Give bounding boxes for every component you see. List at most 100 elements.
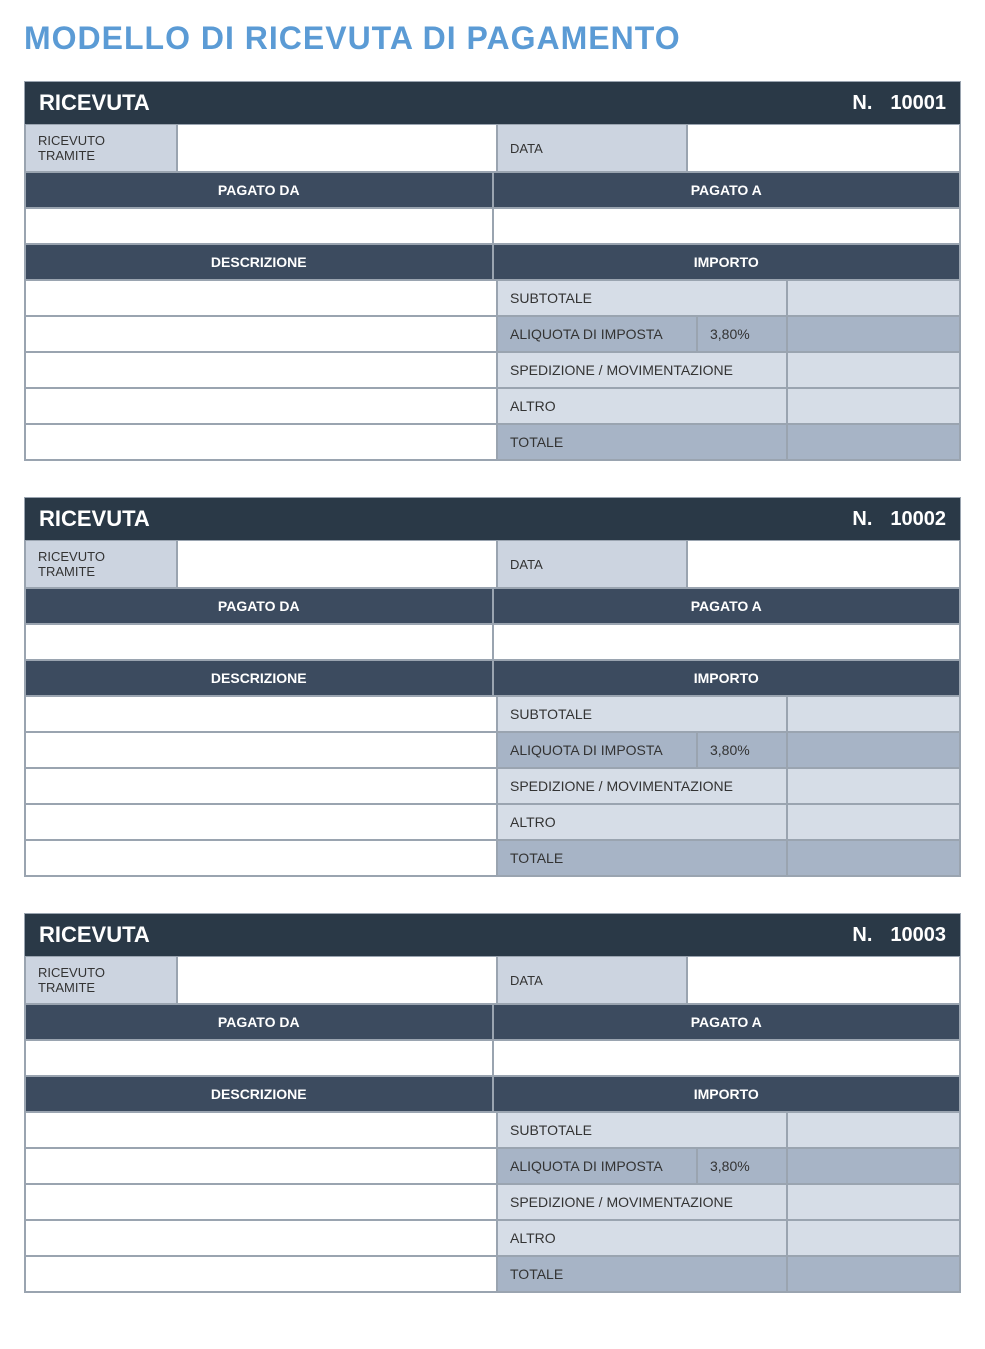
- shipping-label: SPEDIZIONE / MOVIMENTAZIONE: [497, 768, 787, 804]
- paid-by-header: PAGATO DA: [25, 588, 493, 624]
- total-label: TOTALE: [497, 840, 787, 876]
- receipt-number-prefix: N.: [852, 508, 872, 531]
- tax-amount-value[interactable]: [787, 316, 960, 352]
- row-received-date: RICEVUTO TRAMITE DATA: [25, 124, 960, 172]
- date-value[interactable]: [687, 124, 960, 172]
- subtotal-value[interactable]: [787, 1112, 960, 1148]
- description-cell-3[interactable]: [25, 768, 497, 804]
- received-via-label: RICEVUTO TRAMITE: [25, 124, 177, 172]
- received-via-label: RICEVUTO TRAMITE: [25, 540, 177, 588]
- row-other: ALTRO: [25, 1220, 960, 1256]
- description-cell-4[interactable]: [25, 388, 497, 424]
- tax-amount-value[interactable]: [787, 1148, 960, 1184]
- row-paid-headers: PAGATO DA PAGATO A: [25, 588, 960, 624]
- tax-amount-value[interactable]: [787, 732, 960, 768]
- date-value[interactable]: [687, 956, 960, 1004]
- subtotal-value[interactable]: [787, 280, 960, 316]
- receipt-number-value: 10001: [890, 92, 946, 115]
- other-value[interactable]: [787, 1220, 960, 1256]
- shipping-value[interactable]: [787, 768, 960, 804]
- description-cell-5[interactable]: [25, 1256, 497, 1292]
- shipping-value[interactable]: [787, 352, 960, 388]
- row-tax: ALIQUOTA DI IMPOSTA 3,80%: [25, 732, 960, 768]
- description-cell-2[interactable]: [25, 316, 497, 352]
- shipping-label: SPEDIZIONE / MOVIMENTAZIONE: [497, 352, 787, 388]
- paid-by-value[interactable]: [25, 208, 493, 244]
- paid-by-value[interactable]: [25, 1040, 493, 1076]
- amount-header: IMPORTO: [493, 660, 961, 696]
- description-cell-5[interactable]: [25, 424, 497, 460]
- paid-to-header: PAGATO A: [493, 172, 961, 208]
- description-cell-3[interactable]: [25, 352, 497, 388]
- date-label: DATA: [497, 124, 687, 172]
- row-shipping: SPEDIZIONE / MOVIMENTAZIONE: [25, 1184, 960, 1220]
- total-label: TOTALE: [497, 1256, 787, 1292]
- receipt-number-prefix: N.: [852, 924, 872, 947]
- description-header: DESCRIZIONE: [25, 660, 493, 696]
- row-subtotal: SUBTOTALE: [25, 696, 960, 732]
- description-cell-2[interactable]: [25, 1148, 497, 1184]
- row-total: TOTALE: [25, 424, 960, 460]
- received-via-label: RICEVUTO TRAMITE: [25, 956, 177, 1004]
- received-via-value[interactable]: [177, 540, 497, 588]
- tax-rate-label: ALIQUOTA DI IMPOSTA: [497, 732, 697, 768]
- receipt-block: RICEVUTA N. 10003 RICEVUTO TRAMITE DATA …: [24, 913, 961, 1293]
- row-paid-headers: PAGATO DA PAGATO A: [25, 1004, 960, 1040]
- subtotal-value[interactable]: [787, 696, 960, 732]
- description-cell-4[interactable]: [25, 804, 497, 840]
- row-paid-values: [25, 624, 960, 660]
- row-subtotal: SUBTOTALE: [25, 1112, 960, 1148]
- other-value[interactable]: [787, 388, 960, 424]
- other-label: ALTRO: [497, 1220, 787, 1256]
- tax-rate-label: ALIQUOTA DI IMPOSTA: [497, 1148, 697, 1184]
- other-label: ALTRO: [497, 804, 787, 840]
- tax-rate-label: ALIQUOTA DI IMPOSTA: [497, 316, 697, 352]
- paid-to-value[interactable]: [493, 624, 961, 660]
- paid-to-value[interactable]: [493, 1040, 961, 1076]
- tax-rate-value[interactable]: 3,80%: [697, 1148, 787, 1184]
- paid-to-header: PAGATO A: [493, 588, 961, 624]
- received-via-value[interactable]: [177, 124, 497, 172]
- receipt-header-label: RICEVUTA: [25, 498, 838, 540]
- description-cell-3[interactable]: [25, 1184, 497, 1220]
- receipts-container: RICEVUTA N. 10001 RICEVUTO TRAMITE DATA …: [24, 81, 961, 1293]
- other-label: ALTRO: [497, 388, 787, 424]
- shipping-label: SPEDIZIONE / MOVIMENTAZIONE: [497, 1184, 787, 1220]
- date-value[interactable]: [687, 540, 960, 588]
- shipping-value[interactable]: [787, 1184, 960, 1220]
- description-header: DESCRIZIONE: [25, 1076, 493, 1112]
- row-total: TOTALE: [25, 840, 960, 876]
- other-value[interactable]: [787, 804, 960, 840]
- description-cell-1[interactable]: [25, 1112, 497, 1148]
- paid-by-header: PAGATO DA: [25, 172, 493, 208]
- description-cell-5[interactable]: [25, 840, 497, 876]
- paid-to-value[interactable]: [493, 208, 961, 244]
- date-label: DATA: [497, 540, 687, 588]
- description-cell-1[interactable]: [25, 696, 497, 732]
- row-desc-headers: DESCRIZIONE IMPORTO: [25, 660, 960, 696]
- subtotal-label: SUBTOTALE: [497, 696, 787, 732]
- amount-header: IMPORTO: [493, 244, 961, 280]
- paid-by-value[interactable]: [25, 624, 493, 660]
- description-header: DESCRIZIONE: [25, 244, 493, 280]
- receipt-number-prefix: N.: [852, 92, 872, 115]
- total-value[interactable]: [787, 424, 960, 460]
- receipt-header: RICEVUTA N. 10002: [25, 498, 960, 540]
- row-other: ALTRO: [25, 804, 960, 840]
- receipt-header-label: RICEVUTA: [25, 914, 838, 956]
- receipt-block: RICEVUTA N. 10001 RICEVUTO TRAMITE DATA …: [24, 81, 961, 461]
- subtotal-label: SUBTOTALE: [497, 280, 787, 316]
- page-title: MODELLO DI RICEVUTA DI PAGAMENTO: [24, 20, 961, 57]
- total-value[interactable]: [787, 840, 960, 876]
- received-via-value[interactable]: [177, 956, 497, 1004]
- total-label: TOTALE: [497, 424, 787, 460]
- description-cell-4[interactable]: [25, 1220, 497, 1256]
- tax-rate-value[interactable]: 3,80%: [697, 732, 787, 768]
- row-paid-headers: PAGATO DA PAGATO A: [25, 172, 960, 208]
- receipt-number-group: N. 10001: [838, 82, 960, 124]
- tax-rate-value[interactable]: 3,80%: [697, 316, 787, 352]
- description-cell-2[interactable]: [25, 732, 497, 768]
- total-value[interactable]: [787, 1256, 960, 1292]
- description-cell-1[interactable]: [25, 280, 497, 316]
- date-label: DATA: [497, 956, 687, 1004]
